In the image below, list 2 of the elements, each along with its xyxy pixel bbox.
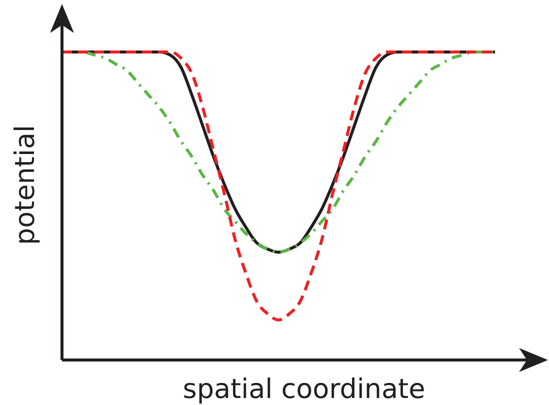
- x-axis-title: spatial coordinate: [182, 374, 426, 405]
- y-axis-title: potential: [10, 124, 41, 246]
